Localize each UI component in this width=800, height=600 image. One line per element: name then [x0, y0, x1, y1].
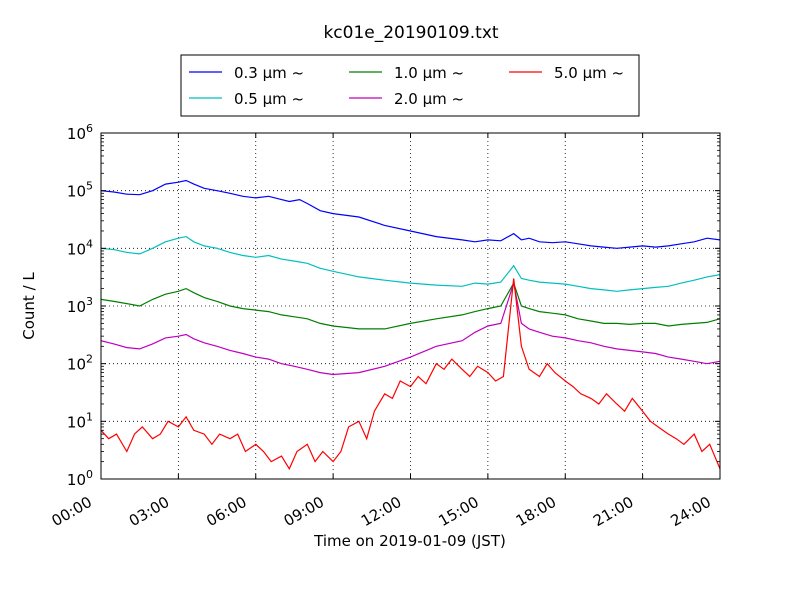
y-tick-label: 103	[67, 295, 93, 316]
chart-title: kc01e_20190109.txt	[323, 23, 498, 43]
legend: 0.3 μm ~ 0.5 μm ~ 1.0 μm ~ 2.0 μm ~ 5.0 μm ~	[180, 54, 640, 117]
series-lines	[101, 179, 720, 471]
x-tick-label: 00:00	[49, 493, 95, 530]
legend-label: 0.3 μm ~	[234, 64, 304, 82]
x-axis-label: Time on 2019-01-09 (JST)	[313, 532, 506, 550]
x-tick-label: 09:00	[281, 493, 327, 530]
y-tick-label: 105	[67, 180, 93, 201]
legend-label: 0.5 μm ~	[234, 90, 304, 108]
x-tick-label: 24:00	[668, 493, 714, 530]
x-tick-label: 03:00	[126, 493, 172, 530]
series-line-0	[101, 179, 720, 249]
y-tick-label: 106	[67, 122, 93, 143]
y-axis-ticks: 100 101 102 103 104 105 106	[67, 122, 720, 489]
legend-label: 1.0 μm ~	[394, 64, 464, 82]
series-line-1	[101, 235, 720, 292]
y-tick-label: 102	[67, 353, 93, 374]
y-tick-label: 101	[67, 410, 93, 431]
y-tick-label: 100	[67, 468, 93, 489]
legend-label: 5.0 μm ~	[554, 64, 624, 82]
x-tick-label: 15:00	[435, 493, 481, 530]
y-axis-label: Count / L	[20, 272, 38, 340]
x-tick-label: 12:00	[358, 493, 404, 530]
legend-label: 2.0 μm ~	[394, 90, 464, 108]
x-tick-label: 06:00	[203, 493, 249, 530]
series-line-4	[101, 278, 720, 471]
series-line-2	[101, 281, 720, 330]
grid-lines	[101, 133, 720, 479]
legend-box	[180, 54, 640, 117]
y-tick-label: 104	[67, 237, 93, 258]
x-tick-label: 21:00	[590, 493, 636, 530]
series-line-3	[101, 282, 720, 376]
x-tick-label: 18:00	[513, 493, 559, 530]
